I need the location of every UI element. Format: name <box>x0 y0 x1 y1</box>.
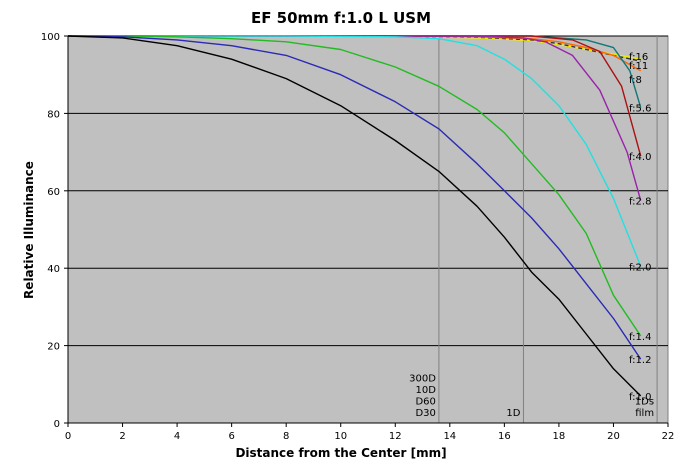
y-tick-label: 40 <box>47 264 60 275</box>
x-tick-label: 12 <box>389 431 402 442</box>
x-axis-label: Distance from the Center [mm] <box>235 446 446 460</box>
x-tick-label: 20 <box>607 431 620 442</box>
series-label: f:11 <box>629 61 648 72</box>
reference-line-label: D30 <box>415 408 435 419</box>
x-tick-label: 10 <box>334 431 347 442</box>
y-tick-label: 60 <box>47 187 60 198</box>
x-tick-label: 4 <box>174 431 180 442</box>
series-label: f:16 <box>629 52 648 63</box>
y-tick-label: 20 <box>47 342 60 353</box>
series-lines <box>67 35 642 397</box>
x-tick-label: 0 <box>65 431 71 442</box>
series-label: f:8 <box>629 75 642 86</box>
y-tick-label: 0 <box>54 419 60 430</box>
series-line <box>68 35 642 337</box>
x-tick-label: 16 <box>498 431 511 442</box>
series-label: f:1.2 <box>629 355 651 366</box>
x-tick-label: 8 <box>283 431 289 442</box>
chart-title: EF 50mm f:1.0 L USM <box>251 9 431 27</box>
y-tick-label: 80 <box>47 109 60 120</box>
series-labels: f:1.0 f:1.2 f:1.4 f:2.0 f:2.8 f:4.0 f:5.6 f:8 f:… <box>629 52 651 403</box>
reference-line-label: 1D <box>506 408 520 419</box>
reference-line-label: 10D <box>415 385 436 396</box>
y-axis-label: Relative Illuminance <box>22 161 36 299</box>
series-label: f:5.6 <box>629 104 651 115</box>
series-label: f:2.0 <box>629 262 651 273</box>
x-tick-label: 22 <box>662 431 675 442</box>
series-label: f:1.4 <box>629 332 651 343</box>
x-tick-label: 18 <box>553 431 566 442</box>
series-line <box>68 35 642 267</box>
series-label: f:1.0 <box>629 392 651 403</box>
series-line <box>67 35 642 360</box>
reference-line-label: D60 <box>415 397 435 408</box>
series-label: f:4.0 <box>629 152 651 163</box>
reference-line-label: 300D <box>409 374 436 385</box>
reference-line-label: 1Ds <box>635 397 654 408</box>
x-tick-label: 6 <box>228 431 234 442</box>
series-line <box>67 35 642 397</box>
axes: 0 2 4 6 8 10 12 14 16 18 20 22 0 20 40 60 80 100 <box>41 32 674 442</box>
x-tick-label: 2 <box>119 431 125 442</box>
reference-line-label: film <box>635 408 654 419</box>
x-tick-label: 14 <box>443 431 456 442</box>
plot-area <box>67 35 669 424</box>
y-tick-label: 100 <box>41 32 60 43</box>
series-label: f:2.8 <box>629 196 651 207</box>
